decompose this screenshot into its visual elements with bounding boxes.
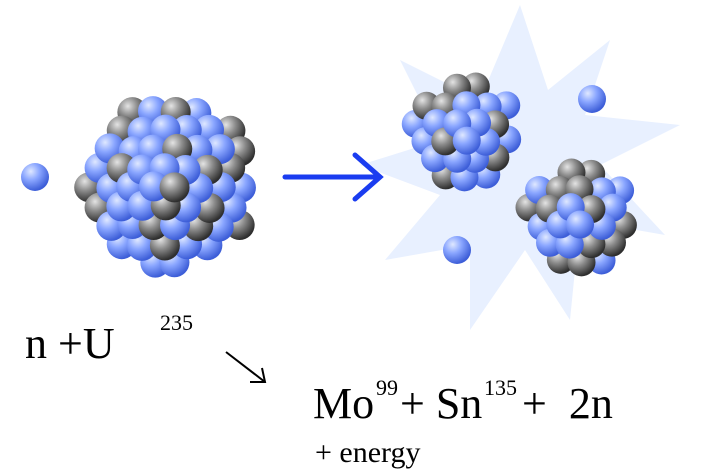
neutron <box>453 127 481 155</box>
neutron <box>578 85 606 113</box>
energy-burst <box>360 5 680 330</box>
reactant-superscript: 235 <box>160 310 193 335</box>
product: + Sn <box>400 379 482 428</box>
proton <box>160 172 190 202</box>
product: Mo <box>313 379 374 428</box>
neutron <box>566 211 594 239</box>
reactants: n +U <box>25 319 115 368</box>
fission-diagram: n +U 235 Mo 99 + Sn 135 + 2n + energy <box>0 0 715 476</box>
energy-label: + energy <box>315 436 421 469</box>
product-superscript: 135 <box>484 375 517 400</box>
reaction-arrow <box>285 155 380 199</box>
yield-arrow <box>226 352 265 382</box>
product: + 2n <box>522 379 613 428</box>
page: n +U 235 Mo 99 + Sn 135 + 2n + energy ((… <box>0 0 715 476</box>
neutron <box>443 236 471 264</box>
neutron <box>21 163 49 191</box>
product-superscript: 99 <box>376 375 398 400</box>
